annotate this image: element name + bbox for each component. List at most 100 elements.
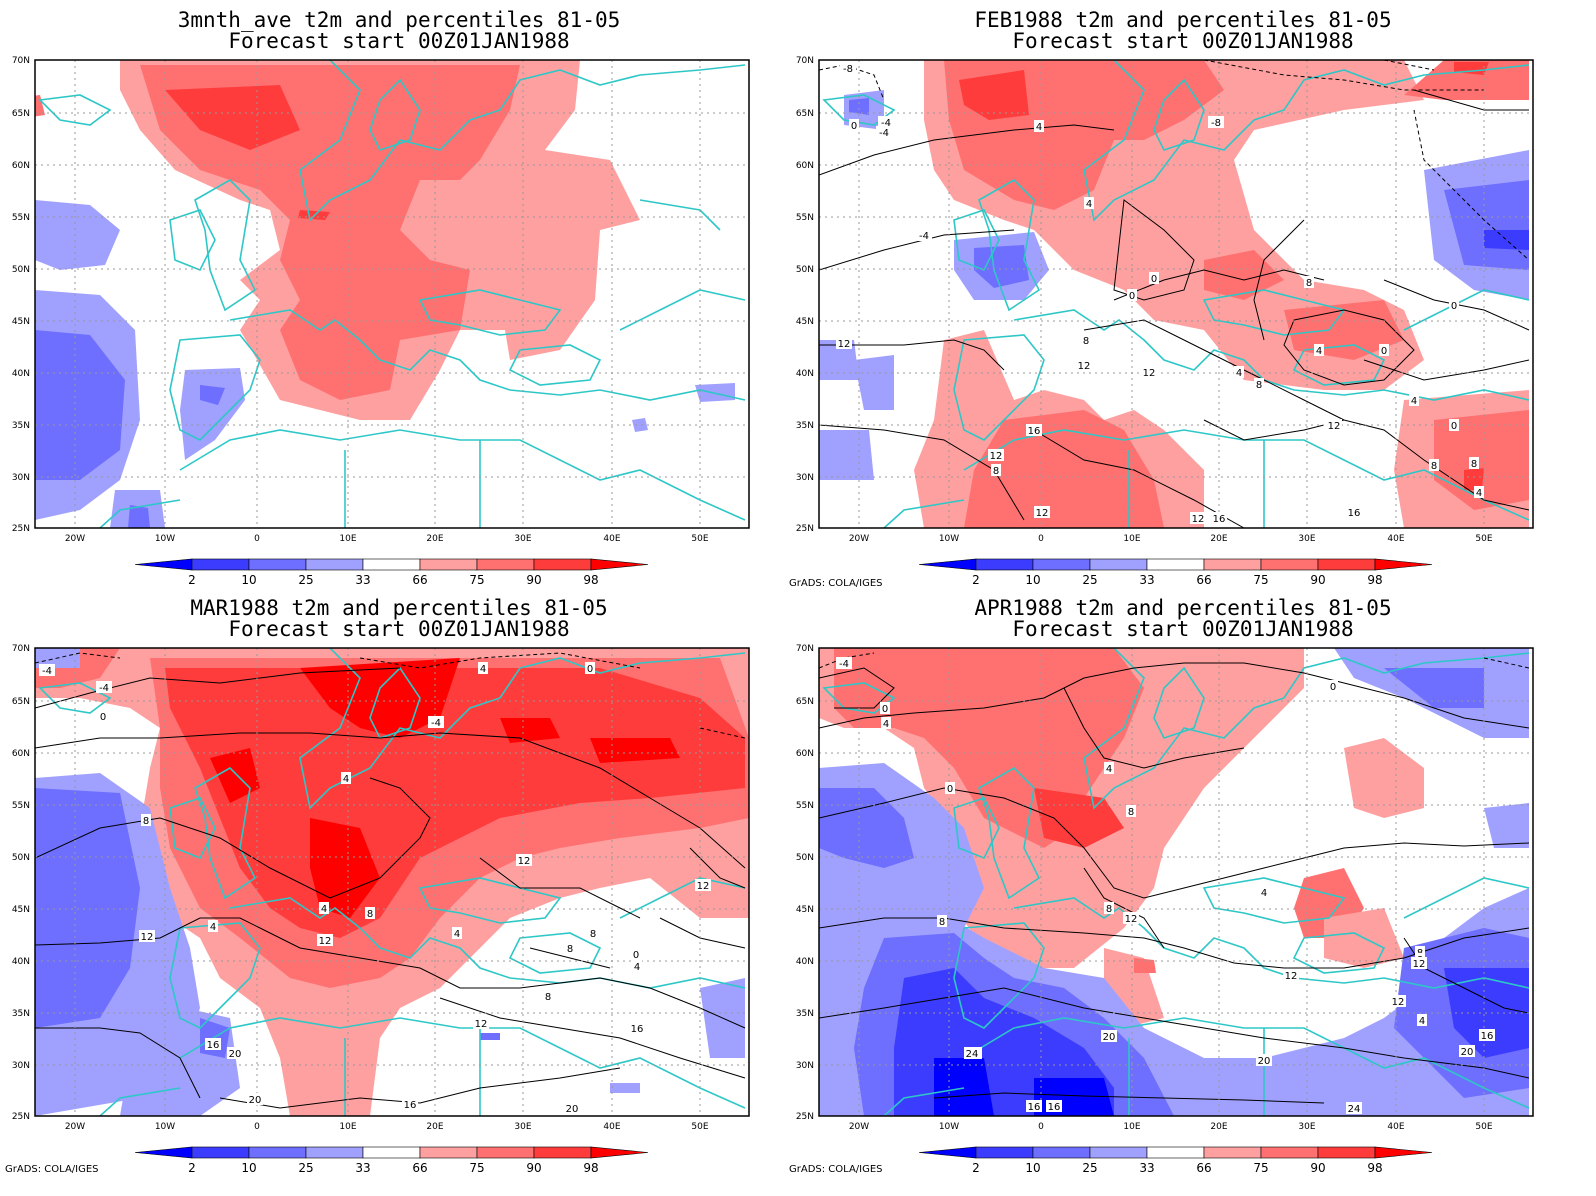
panel-title: APR1988 t2m and percentiles 81-05 (974, 596, 1392, 620)
colorbar-swatch (419, 1146, 478, 1159)
lon-label: 20E (426, 534, 443, 544)
lon-label: 10E (339, 1122, 356, 1132)
contour-label: 4 (1419, 1016, 1425, 1027)
contour-label-bg (428, 716, 444, 728)
contour-label-bg (945, 782, 955, 794)
contour-label: 8 (1106, 904, 1112, 915)
contour-label: 4 (883, 719, 889, 730)
lat-label: 65N (12, 697, 30, 707)
lat-label: 25N (12, 1112, 30, 1122)
contour-label-bg (247, 1093, 263, 1105)
lon-label: 30E (1298, 1122, 1315, 1132)
colorbar-label: 75 (469, 1161, 484, 1175)
contour-label-bg (543, 990, 553, 1002)
contour-label-bg (452, 927, 462, 939)
contour-label: 16 (1481, 1031, 1494, 1042)
contour-label: -4 (42, 666, 52, 677)
colorbar-swatch (1032, 1146, 1091, 1159)
colorbar-arrow-left (918, 558, 977, 571)
lat-label: 45N (796, 905, 814, 915)
colorbar-label: 2 (972, 1161, 980, 1175)
panel-subtitle: Forecast start 00Z01JAN1988 (1012, 29, 1354, 53)
lon-label: 40E (1387, 1122, 1404, 1132)
grads-credit: GrADS: COLA/IGES (789, 1164, 883, 1175)
percentile-shading (819, 60, 1529, 528)
colorbar-swatch (362, 1146, 421, 1159)
contour-label: 12 (1413, 959, 1426, 970)
contour-label-bg (585, 662, 595, 674)
lat-label: 25N (796, 524, 814, 534)
lat-label: 40N (12, 369, 30, 379)
contour-label: 0 (947, 784, 953, 795)
axis-labels: 70N 65N 60N 55N 50N 45N 40N 35N 30N 25N 20W 10W 0 10E… (12, 644, 709, 1132)
lat-label: 60N (12, 161, 30, 171)
contour-label: 16 (1048, 1102, 1061, 1113)
coastline (38, 60, 746, 528)
colorbar-swatch (419, 558, 478, 571)
lat-label: 50N (796, 265, 814, 275)
panel-subtitle: Forecast start 00Z01JAN1988 (1012, 617, 1354, 641)
panel-subtitle: Forecast start 00Z01JAN1988 (228, 29, 570, 53)
contour-label-bg (629, 1022, 645, 1034)
colorbar-swatch (305, 558, 364, 571)
contour-label: 8 (143, 816, 149, 827)
contour-label-bg (1127, 289, 1137, 301)
contour-label-bg (878, 116, 894, 128)
colorbar-label: 66 (412, 573, 427, 587)
contour-label-bg (1149, 272, 1159, 284)
colorbar-swatch (1089, 1146, 1148, 1159)
contour-label-bg (916, 229, 932, 241)
contour-label-bg (1104, 902, 1114, 914)
map-panel-apr1988: APR1988 t2m and percentiles 81-05 Foreca… (784, 588, 1582, 1186)
contour-label: 8 (939, 917, 945, 928)
colorbar: 2 10 25 33 66 75 90 98 (918, 1146, 1433, 1175)
contour-label-bg (1346, 1102, 1362, 1114)
contour-label: 24 (1348, 1104, 1361, 1115)
lat-label: 30N (796, 1061, 814, 1071)
contour-label: 4 (1476, 488, 1482, 499)
colorbar-swatch (1317, 558, 1376, 571)
contour-label: 8 (1083, 336, 1089, 347)
contour-label: -4 (99, 683, 109, 694)
contour-label-bg (1101, 1030, 1117, 1042)
colorbar-label: 98 (1367, 573, 1382, 587)
colorbar-label: 75 (1253, 1161, 1268, 1175)
lon-label: 50E (1475, 534, 1492, 544)
contour-labels: -404040884881281212124162012202024161624 (836, 657, 1495, 1115)
lon-label: 0 (1038, 1122, 1044, 1132)
lon-label: 0 (1038, 534, 1044, 544)
contour-labels: -8 -4 0 4 -4 -8 4 -4 0 8 0 0 0 12 8 12 12 4 4 8 0 4 12 8 8 4 12 16 1… (836, 62, 1484, 525)
contour-label-bg (1034, 120, 1044, 132)
contour-label-bg (1415, 946, 1425, 958)
temperature-contours (35, 667, 746, 1109)
contour-label: 12 (1328, 421, 1341, 432)
lon-label: 50E (691, 534, 708, 544)
colorbar-label: 25 (1082, 1161, 1097, 1175)
lat-label: 30N (12, 473, 30, 483)
colorbar-swatch (975, 1146, 1034, 1159)
contour-label-bg (227, 1047, 243, 1059)
colorbar-swatch (1260, 558, 1319, 571)
contour-label: 8 (590, 929, 596, 940)
grid (819, 60, 1533, 528)
contour-label-bg (1123, 912, 1139, 924)
contour-label-bg (840, 62, 856, 74)
contour-label: 0 (882, 704, 888, 715)
lon-label: 40E (603, 1122, 620, 1132)
lon-label: 10E (339, 534, 356, 544)
map-frame (818, 59, 1534, 529)
lat-label: 35N (796, 1009, 814, 1019)
lon-label: 20W (849, 1122, 869, 1132)
contour-label-bg (881, 717, 891, 729)
colorbar-swatch (975, 558, 1034, 571)
contour-label-bg (341, 772, 351, 784)
colorbar-swatch (533, 1146, 592, 1159)
contour-label-bg (205, 1038, 221, 1050)
colorbar-swatch (1146, 1146, 1205, 1159)
lon-label: 10E (1123, 1122, 1140, 1132)
lat-label: 50N (12, 265, 30, 275)
lon-label: 40E (1387, 534, 1404, 544)
contour-label-bg (565, 942, 575, 954)
contour-label: 20 (1103, 1032, 1116, 1043)
contour-label: 12 (141, 932, 154, 943)
